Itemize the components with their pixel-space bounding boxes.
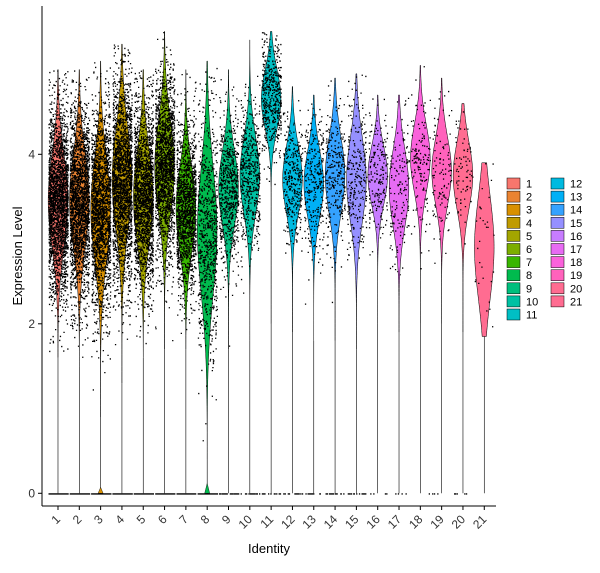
x-tick-label: 1 (48, 512, 63, 527)
legend-key-17 (550, 243, 565, 255)
violin-12 (282, 86, 303, 333)
x-axis-ticks: 1 2 3 4 5 6 7 8 9 10 11 12 13 14 15 16 17 18 19 20 21 (48, 506, 490, 532)
legend-label-10: 10 (526, 296, 538, 308)
x-tick-label: 9 (219, 512, 234, 527)
legend-label-7: 7 (526, 257, 532, 269)
x-tick-label: 14 (321, 512, 341, 532)
y-axis-ticks: 0 2 4 (28, 147, 42, 500)
y-tick-label: 0 (28, 486, 35, 500)
legend-label-15: 15 (570, 218, 582, 230)
x-tick-label: 6 (155, 512, 170, 527)
jitter-points-2 (69, 70, 91, 495)
legend-key-4 (506, 217, 521, 229)
jitter-points-13 (304, 103, 325, 495)
violin-14 (325, 77, 346, 341)
jitter-points-6 (155, 32, 176, 495)
jitter-points-11 (261, 32, 282, 495)
legend-key-3 (506, 203, 521, 216)
legend-label-13: 13 (570, 192, 582, 204)
legend-key-11 (506, 308, 521, 321)
x-tick-label: 7 (176, 512, 191, 527)
legend-key-18 (550, 256, 565, 268)
x-tick-label: 13 (300, 512, 320, 532)
x-tick-label: 4 (112, 512, 127, 527)
x-tick-label: 12 (278, 512, 298, 532)
legend-label-12: 12 (570, 179, 582, 191)
x-tick-label: 21 (470, 512, 490, 532)
legend-key-16 (550, 230, 565, 242)
legend-label-19: 19 (570, 270, 582, 282)
legend-label-4: 4 (526, 218, 532, 230)
violin-21 (474, 162, 495, 337)
jitter-points-8 (197, 67, 219, 495)
legend-label-3: 3 (526, 205, 532, 217)
legend-key-12 (550, 177, 565, 190)
y-tick-label: 4 (28, 147, 35, 161)
jitter-points-1 (48, 70, 69, 495)
violin-zero-spike-3 (97, 486, 104, 494)
violin-19 (431, 77, 452, 324)
jitter-points-5 (133, 70, 155, 495)
violin-15 (346, 73, 367, 350)
legend-label-14: 14 (570, 205, 582, 217)
legend-label-2: 2 (526, 192, 532, 204)
violin-zero-spike-8 (204, 483, 210, 494)
jitter-points-4 (112, 44, 133, 495)
x-tick-label: 20 (449, 512, 469, 532)
legend-key-9 (506, 282, 521, 295)
legend-label-11: 11 (526, 310, 537, 322)
legend-label-6: 6 (526, 244, 532, 256)
legend-key-8 (506, 269, 521, 281)
jitter-points-layer (48, 32, 495, 495)
legend-key-5 (506, 230, 521, 242)
legend-key-21 (550, 295, 565, 308)
jitter-points-7 (176, 73, 197, 495)
x-tick-label: 18 (406, 512, 426, 532)
legend-label-18: 18 (570, 257, 582, 269)
legend-label-5: 5 (526, 231, 532, 243)
legend-key-1 (506, 177, 521, 190)
legend-label-21: 21 (570, 296, 582, 308)
jitter-points-10 (240, 75, 261, 495)
x-tick-label: 16 (363, 512, 383, 532)
y-tick-label: 2 (28, 317, 35, 331)
jitter-points-9 (218, 79, 240, 495)
legend-label-16: 16 (570, 231, 582, 243)
legend-label-9: 9 (526, 283, 532, 295)
legend-key-7 (506, 256, 521, 268)
x-tick-label: 3 (91, 512, 106, 527)
legend-label-20: 20 (570, 283, 582, 295)
legend-label-1: 1 (526, 179, 532, 191)
violin-20 (452, 103, 474, 333)
violin-17 (388, 94, 410, 333)
legend-key-13 (550, 190, 565, 203)
legend-key-6 (506, 243, 521, 255)
x-tick-label: 5 (134, 512, 149, 527)
legend-label-17: 17 (570, 244, 582, 256)
x-tick-label: 8 (198, 512, 213, 527)
legend-key-15 (550, 217, 565, 229)
x-tick-label: 10 (236, 512, 256, 532)
legend-key-10 (506, 295, 521, 308)
legend-key-20 (550, 282, 565, 295)
y-axis-title: Expression Level (10, 206, 25, 305)
legend-key-19 (550, 269, 565, 281)
x-tick-label: 2 (70, 512, 85, 527)
legend-key-2 (506, 190, 521, 203)
x-tick-label: 17 (385, 512, 405, 532)
x-tick-label: 11 (258, 512, 277, 531)
jitter-points-3 (91, 62, 112, 495)
legend-label-8: 8 (526, 270, 532, 282)
legend-key-14 (550, 203, 565, 216)
x-tick-label: 15 (342, 512, 362, 532)
violin-18 (410, 65, 431, 324)
x-tick-label: 19 (427, 512, 447, 532)
violin-13 (303, 94, 324, 341)
x-axis-title: Identity (248, 541, 290, 556)
